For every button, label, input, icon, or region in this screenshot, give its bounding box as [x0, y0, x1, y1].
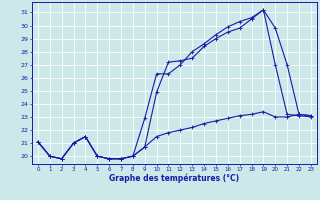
X-axis label: Graphe des températures (°C): Graphe des températures (°C) [109, 174, 239, 183]
